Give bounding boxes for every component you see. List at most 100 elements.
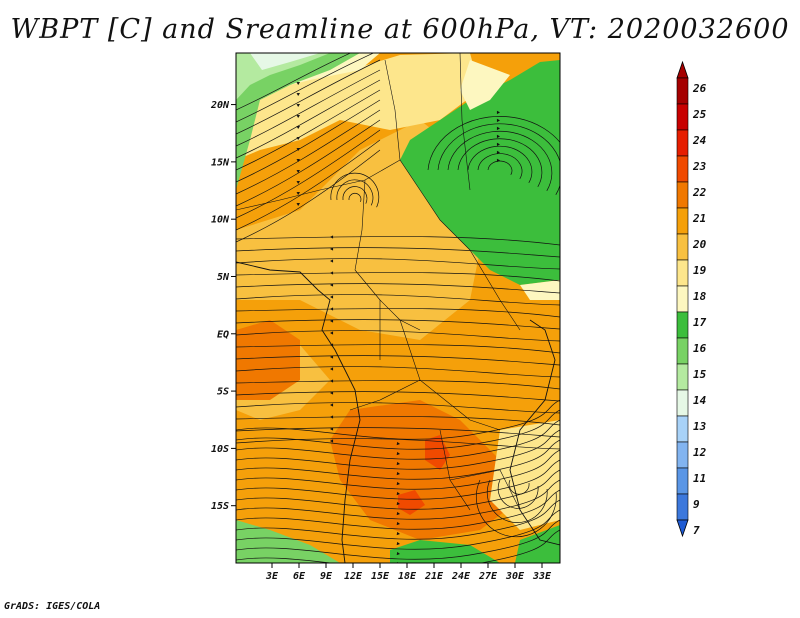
- streamline: [236, 439, 560, 480]
- lat-tick-label: 5S: [217, 387, 229, 398]
- lon-tick-label: 30E: [505, 571, 525, 582]
- lat-tick-label: 5N: [217, 272, 230, 283]
- streamline-arrow: [396, 471, 400, 476]
- streamline: [447, 130, 553, 191]
- colorbar: 26 25 24 23 22 21 20 19 18 17 16 15 14 13 12 11 9 7: [676, 60, 707, 538]
- streamline: [236, 355, 560, 366]
- streamline: [236, 391, 560, 402]
- colorbar-top-arrow: [676, 60, 689, 79]
- wbpt-pale-ne: [460, 60, 510, 110]
- streamline-arrow: [330, 307, 334, 311]
- streamline-arrow: [330, 271, 334, 275]
- streamline-arrow: [296, 104, 300, 107]
- streamline-arrow: [330, 427, 334, 431]
- streamline-arrow: [296, 115, 300, 118]
- streamline: [336, 179, 374, 206]
- streamline-arrow: [296, 126, 300, 129]
- wbpt-green-ne: [400, 60, 560, 285]
- lon-tick-label: 27E: [478, 571, 498, 582]
- streamline-arrow: [330, 295, 334, 299]
- colorbar-label: 12: [693, 446, 707, 459]
- colorbar-swatch: [676, 233, 689, 261]
- lon-tick-label: 15E: [371, 571, 390, 582]
- streamline-arrow: [330, 343, 334, 347]
- streamlines: [236, 53, 560, 563]
- streamline: [236, 119, 381, 207]
- colorbar-label: 18: [693, 290, 707, 303]
- streamline-arrow: [296, 82, 300, 85]
- streamline: [342, 186, 368, 204]
- streamline-arrow: [396, 551, 400, 556]
- wbpt-green-south-2: [390, 540, 500, 563]
- borders: [236, 53, 521, 511]
- map-frame: [235, 52, 561, 564]
- streamline-arrow: [330, 283, 334, 287]
- streamline: [236, 236, 560, 246]
- colorbar-label: 15: [693, 368, 707, 381]
- streamline: [236, 79, 381, 159]
- streamline-arrow: [396, 461, 400, 466]
- wbpt-23-spot-2: [398, 490, 425, 515]
- streamline: [236, 409, 560, 450]
- streamline-arrow: [296, 137, 300, 140]
- streamline-arrow: [396, 451, 400, 456]
- streamline: [467, 145, 533, 183]
- colorbar-label: 25: [692, 108, 707, 121]
- streamline: [236, 258, 560, 270]
- wbpt-22-west: [236, 320, 300, 400]
- streamline: [236, 429, 560, 470]
- streamline: [236, 489, 560, 530]
- streamline: [236, 469, 560, 510]
- colorbar-swatch: [676, 467, 689, 495]
- streamline: [236, 272, 560, 282]
- streamline-arrow: [496, 142, 500, 147]
- streamline-arrow: [296, 148, 300, 151]
- streamline-arrow: [396, 511, 400, 516]
- lon-tick-label: 21E: [424, 571, 444, 582]
- streamline-arrow: [496, 110, 500, 115]
- streamline-arrow: [296, 159, 300, 162]
- streamline: [497, 479, 539, 509]
- lat-tick-label: EQ: [217, 329, 229, 340]
- colorbar-swatch: [676, 363, 689, 391]
- lat-tick-label: 15N: [211, 157, 230, 168]
- streamline: [437, 123, 560, 195]
- colorbar-label: 14: [693, 394, 707, 407]
- colorbar-label: 16: [693, 342, 707, 355]
- colorbar-label: 19: [693, 264, 707, 277]
- streamline: [427, 116, 560, 171]
- chart-title: WBPT [C] and Sreamline at 600hPa, VT: 20…: [10, 14, 790, 45]
- streamline: [475, 479, 557, 538]
- latitude-axis: 20N 15N 10N 5N EQ 5S 10S 15S: [210, 100, 236, 512]
- lat-tick-label: 10S: [211, 444, 229, 455]
- streamline-arrow: [330, 259, 334, 263]
- streamline: [236, 380, 560, 390]
- streamline-arrow: [396, 441, 400, 446]
- streamline: [236, 402, 560, 414]
- colorbar-swatch: [676, 389, 689, 417]
- streamline-arrow: [496, 150, 500, 155]
- colorbar-label: 26: [692, 82, 707, 95]
- colorbar-label: 7: [693, 524, 700, 537]
- streamline-arrow: [330, 247, 334, 251]
- lon-tick-label: 3E: [265, 571, 279, 582]
- colorbar-swatch: [676, 415, 689, 443]
- lat-tick-label: 10N: [211, 215, 230, 226]
- colorbar-label: 20: [692, 238, 707, 251]
- colorbar-swatch: [676, 337, 689, 365]
- streamline-arrow: [296, 203, 300, 206]
- streamline: [236, 499, 560, 540]
- streamline-arrow: [330, 415, 334, 419]
- streamline: [508, 479, 530, 495]
- colorbar-swatch: [676, 103, 689, 131]
- colorbar-label: 13: [693, 420, 707, 433]
- streamline-arrow: [330, 379, 334, 383]
- lon-tick-label: 33E: [532, 571, 552, 582]
- streamline: [236, 399, 560, 440]
- lon-tick-label: 18E: [398, 571, 417, 582]
- streamline: [236, 427, 560, 438]
- streamline: [236, 344, 560, 354]
- streamline-arrow: [396, 501, 400, 506]
- streamline: [236, 129, 381, 219]
- streamline: [236, 89, 381, 171]
